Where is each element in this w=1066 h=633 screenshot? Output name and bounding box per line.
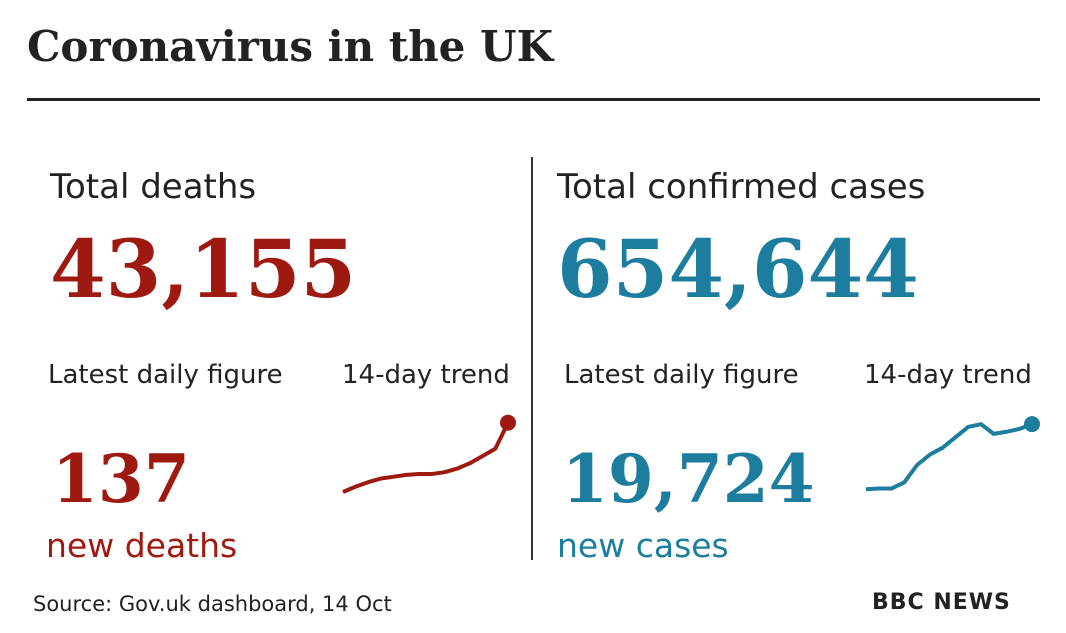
- title-rule: [27, 98, 1040, 101]
- trend-label: 14-day trend: [864, 360, 1032, 390]
- daily-value: 137: [52, 440, 190, 518]
- sparkline-end-dot: [500, 414, 516, 431]
- title: Coronavirus in the UK: [27, 22, 554, 71]
- daily-unit: new deaths: [46, 526, 238, 565]
- sparkline: [865, 422, 1033, 492]
- daily-unit: new cases: [557, 526, 729, 565]
- source: Source: Gov.uk dashboard, 14 Oct: [33, 592, 392, 616]
- daily-value: 19,724: [562, 440, 815, 518]
- daily-label: Latest daily figure: [48, 360, 283, 390]
- sparkline-end-dot: [1024, 416, 1040, 433]
- sparkline: [342, 421, 510, 494]
- total-value: 43,155: [50, 222, 357, 316]
- divider: [531, 157, 533, 560]
- total-value: 654,644: [557, 222, 919, 316]
- panel-heading: Total deaths: [50, 167, 257, 207]
- daily-label: Latest daily figure: [564, 360, 799, 390]
- trend-label: 14-day trend: [342, 360, 510, 390]
- logo: BBC NEWS: [872, 590, 1011, 615]
- panel-heading: Total confirmed cases: [557, 167, 926, 207]
